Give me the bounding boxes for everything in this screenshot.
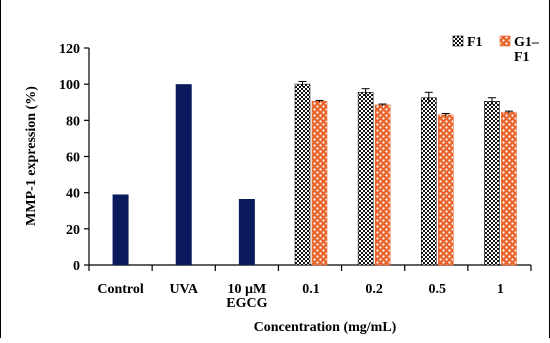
- bar-f1-0.1: [294, 83, 311, 266]
- x-tick-label: UVA: [169, 282, 198, 297]
- legend-swatch-f1: [452, 35, 464, 47]
- x-axis-title: Concentration (mg/mL): [254, 320, 397, 335]
- legend-label: G1–: [514, 35, 540, 50]
- y-tick-label: 40: [66, 187, 80, 202]
- y-tick-label: 60: [66, 151, 80, 166]
- y-tick-label: 100: [59, 78, 80, 93]
- y-axis: 0 20 40 60 80 100 120: [59, 42, 90, 274]
- bar-g1-f1-0.5: [437, 114, 454, 266]
- x-axis: [88, 264, 532, 271]
- x-tick-label: 0.5: [429, 282, 447, 297]
- bar-g1-f1-0.1: [311, 101, 328, 266]
- bar-g1-f1-0.2: [374, 104, 391, 266]
- legend-swatch-g1-f1: [499, 35, 511, 47]
- legend: F1 G1–F1: [452, 35, 540, 65]
- legend-label: F1: [467, 35, 483, 50]
- x-tick-label: 1: [497, 282, 504, 297]
- bar-10-m-egcg: [238, 198, 255, 265]
- bar-f1-0.2: [357, 92, 374, 266]
- y-tick-label: 0: [73, 259, 80, 274]
- error-bars: [298, 80, 513, 117]
- x-tick-label: 0.2: [365, 282, 383, 297]
- x-tick-label: 10 µM: [227, 282, 266, 297]
- x-tick-label: Control: [97, 282, 144, 297]
- y-axis-title: MMP-1 expression (%): [24, 86, 39, 226]
- bar-control: [112, 194, 129, 265]
- x-tick-label: EGCG: [226, 296, 267, 311]
- bar-f1-0.5: [420, 97, 437, 266]
- x-tick-label: 0.1: [302, 282, 320, 297]
- y-tick-label: 80: [66, 114, 80, 129]
- y-axis-title-group: MMP-1 expression (%): [24, 86, 39, 226]
- y-tick-label: 120: [59, 42, 80, 57]
- bar-f1-1: [484, 101, 500, 266]
- bars: [112, 83, 517, 266]
- bar-uva: [175, 84, 192, 266]
- bar-g1-f1-1: [501, 111, 517, 266]
- legend-label: F1: [514, 50, 530, 65]
- y-tick-label: 20: [66, 223, 80, 238]
